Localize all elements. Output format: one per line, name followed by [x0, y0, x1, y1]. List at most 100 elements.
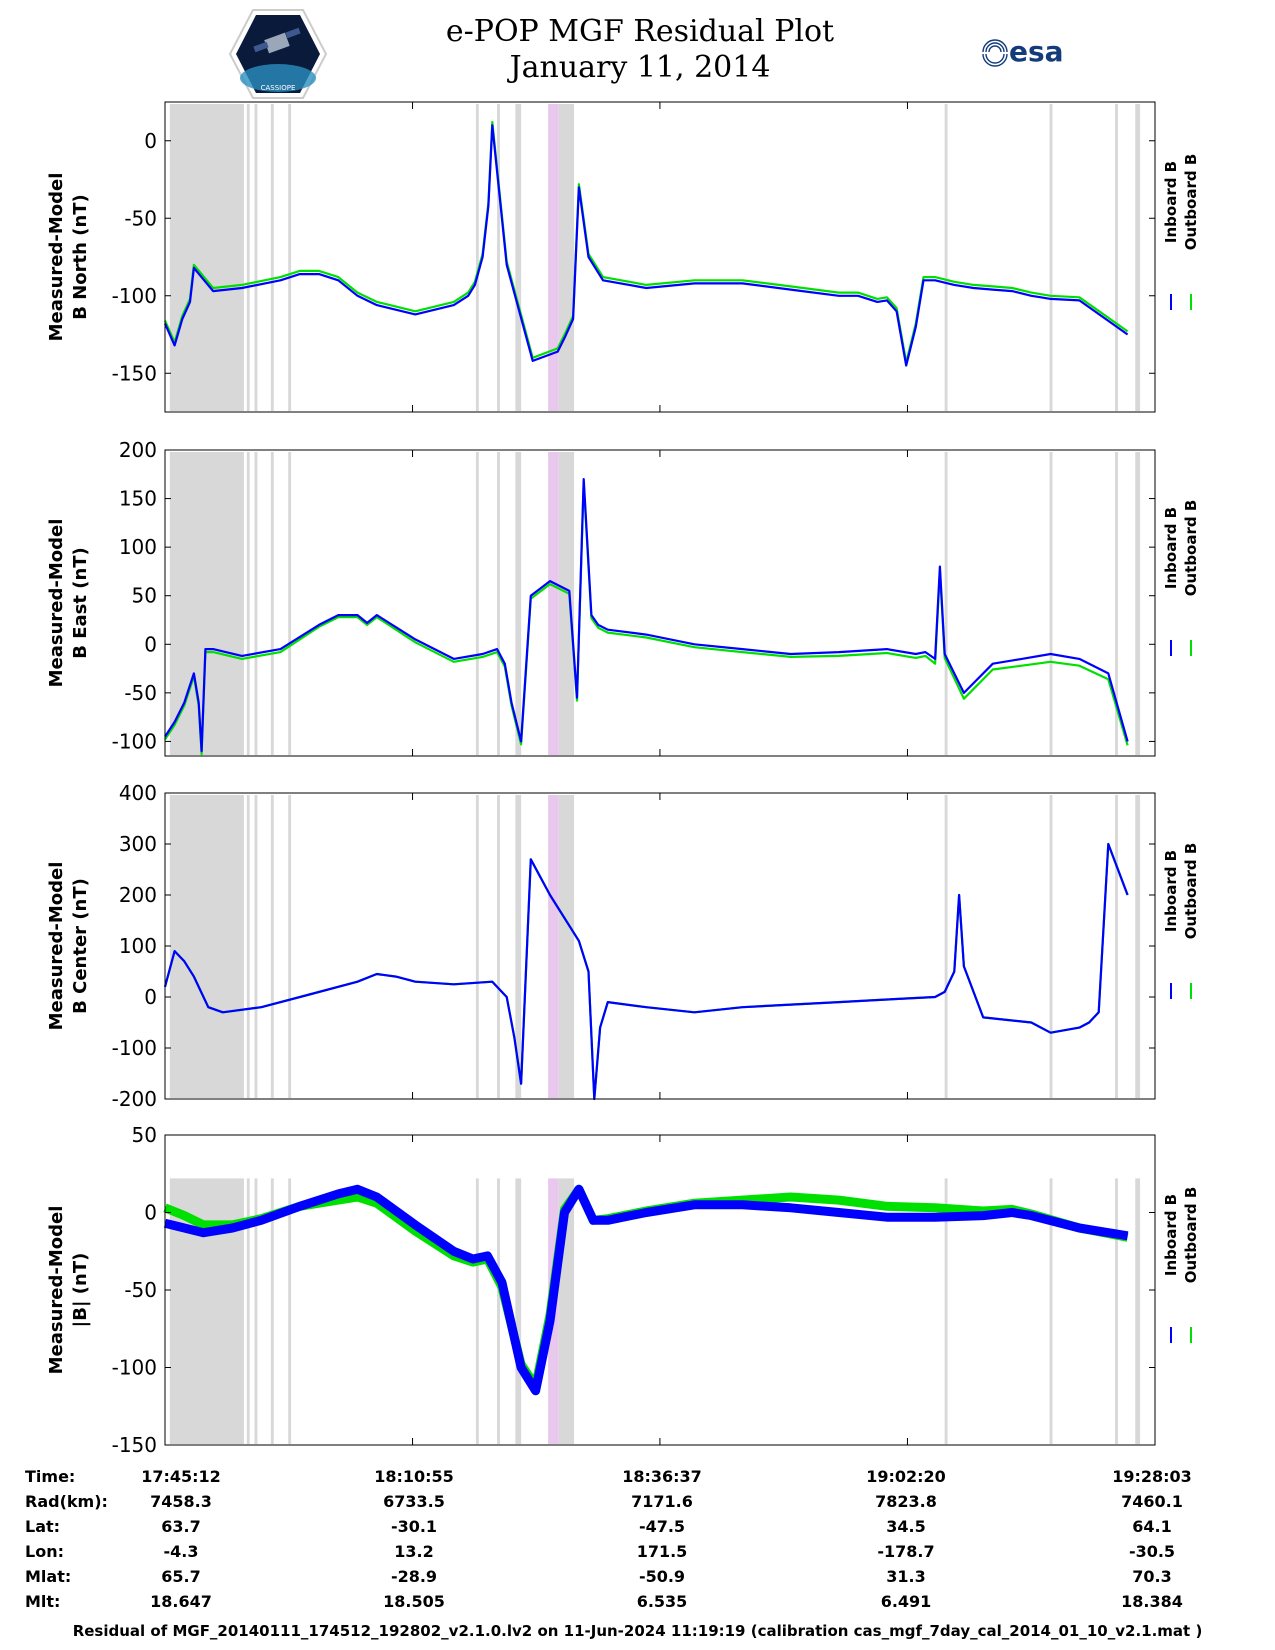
- plot-frame: [164, 792, 1156, 1100]
- legend-label-inboard: Inboard B: [1162, 850, 1180, 932]
- row-label: Lon:: [25, 1542, 64, 1561]
- data-gap-band: [515, 104, 522, 411]
- time-row: Time: 17:45:12 18:10:55 18:36:37 19:02:2…: [0, 1467, 1275, 1491]
- y-tick-label: -100: [112, 284, 157, 308]
- table-cell: -50.9: [638, 1567, 686, 1586]
- data-gap-band: [246, 1178, 250, 1444]
- y-tick-label: 0: [144, 1201, 157, 1225]
- table-cell: -28.9: [390, 1567, 438, 1586]
- table-cell: 65.7: [161, 1567, 201, 1586]
- y-tick-label: 200: [119, 438, 157, 462]
- data-gap-band: [1049, 795, 1053, 1098]
- data-gap-band: [497, 795, 500, 1098]
- plot-frame: [164, 449, 1156, 757]
- y-tick-label: 100: [119, 934, 157, 958]
- mlat-row: Mlat: 65.7 -28.9 -50.9 31.3 70.3: [0, 1567, 1275, 1591]
- data-gap-band: [515, 1178, 522, 1444]
- table-cell: 18:36:37: [622, 1467, 702, 1486]
- data-gap-band: [1049, 452, 1053, 755]
- data-gap-band: [1115, 452, 1118, 755]
- y-tick-label: -100: [112, 729, 157, 753]
- y-tick-label: -200: [112, 1087, 157, 1111]
- panel-4: 50 0 -50 -100 -150 Measured-Model |B| (nT) Inbo…: [46, 1123, 1200, 1457]
- row-label: Mlat:: [25, 1567, 72, 1586]
- legend-label-inboard: Inboard B: [1162, 1194, 1180, 1276]
- cassiope-logo: CASSIOPE: [228, 8, 328, 100]
- y-axis-label-line2: B East (nT): [70, 547, 91, 659]
- data-gap-band: [246, 452, 250, 755]
- data-gap-band: [254, 795, 258, 1098]
- data-gap-band: [944, 452, 948, 755]
- y-tick-label: 400: [119, 781, 157, 805]
- cassiope-logo-text: CASSIOPE: [261, 84, 296, 92]
- data-gap-band: [944, 104, 948, 411]
- table-cell: 18.505: [383, 1592, 445, 1611]
- y-tick-label: 150: [119, 487, 157, 511]
- table-cell: -178.7: [877, 1542, 935, 1561]
- y-axis-label-line1: Measured-Model: [46, 173, 67, 342]
- table-cell: 6.491: [880, 1592, 932, 1611]
- panel-1: 0 -50 -100 -150 Measured-Model B North (nT) In…: [46, 101, 1200, 413]
- lat-row: Lat: 63.7 -30.1 -47.5 34.5 64.1: [0, 1517, 1275, 1541]
- y-axis-label-line2: B North (nT): [70, 194, 91, 320]
- y-tick-label: -100: [112, 1036, 157, 1060]
- data-gap-band: [288, 795, 292, 1098]
- table-cell: 34.5: [886, 1517, 926, 1536]
- series-line-inboard: [163, 842, 1129, 1101]
- data-gap-band: [548, 452, 559, 755]
- orbit-info-table: Time: 17:45:12 18:10:55 18:36:37 19:02:2…: [0, 1467, 1275, 1617]
- footer-note: Residual of MGF_20140111_174512_192802_v…: [72, 1622, 1203, 1640]
- y-tick-label: 0: [144, 985, 157, 1009]
- data-gap-band: [497, 104, 500, 411]
- data-gap-band: [548, 104, 559, 411]
- table-cell: -30.5: [1128, 1542, 1176, 1561]
- y-tick-label: -50: [124, 206, 157, 230]
- series-line-inboard: [163, 1184, 1129, 1396]
- data-gap-band: [254, 1178, 258, 1444]
- series-line-inboard: [164, 478, 1129, 753]
- data-gap-band: [1115, 104, 1118, 411]
- data-gap-band: [944, 795, 948, 1098]
- table-cell: 17:45:12: [141, 1467, 221, 1486]
- data-gap-band: [558, 104, 575, 411]
- table-cell: 6733.5: [383, 1492, 445, 1511]
- y-axis-label: Measured-Model B North (nT): [46, 173, 91, 342]
- data-gap-band: [1049, 104, 1053, 411]
- data-gap-band: [1115, 1178, 1118, 1444]
- data-gap-band: [270, 104, 274, 411]
- row-label: Lat:: [25, 1517, 61, 1536]
- data-gap-band: [1135, 1178, 1141, 1444]
- y-tick-label: -50: [124, 681, 157, 705]
- y-axis-label-line2: B Center (nT): [70, 878, 91, 1014]
- table-cell: 7823.8: [875, 1492, 937, 1511]
- table-cell: 6.535: [636, 1592, 688, 1611]
- title-block: e-POP MGF Residual Plot January 11, 2014: [380, 14, 900, 86]
- data-gap-band: [288, 1178, 292, 1444]
- panel-3: 400 300 200 100 0 -100 -200 Measured-Model B Cen…: [46, 781, 1200, 1111]
- esa-logo: esa: [975, 32, 1095, 72]
- data-gap-band: [497, 452, 500, 755]
- y-tick-label: 0: [144, 632, 157, 656]
- y-tick-label: 300: [119, 832, 157, 856]
- legend-label-outboard: Outboard B: [1182, 1187, 1200, 1284]
- row-label: Time:: [25, 1467, 76, 1486]
- y-axis-label-line2: |B| (nT): [70, 1253, 91, 1328]
- table-cell: 19:02:20: [866, 1467, 946, 1486]
- table-cell: 18:10:55: [374, 1467, 454, 1486]
- data-gap-band: [1135, 795, 1141, 1098]
- y-tick-label: 200: [119, 883, 157, 907]
- data-gap-band: [288, 104, 292, 411]
- series-line-outboard: [164, 481, 1129, 756]
- data-gap-band: [558, 795, 575, 1098]
- y-tick-label: 50: [132, 584, 157, 608]
- data-gap-band: [270, 452, 274, 755]
- plot-frame: [164, 101, 1156, 413]
- data-gap-band: [288, 452, 292, 755]
- chart-title: e-POP MGF Residual Plot: [445, 14, 835, 49]
- y-axis-label: Measured-Model B Center (nT): [46, 862, 91, 1031]
- table-cell: 70.3: [1132, 1567, 1172, 1586]
- table-cell: -47.5: [638, 1517, 686, 1536]
- table-cell: 7460.1: [1121, 1492, 1183, 1511]
- data-gap-band: [558, 452, 575, 755]
